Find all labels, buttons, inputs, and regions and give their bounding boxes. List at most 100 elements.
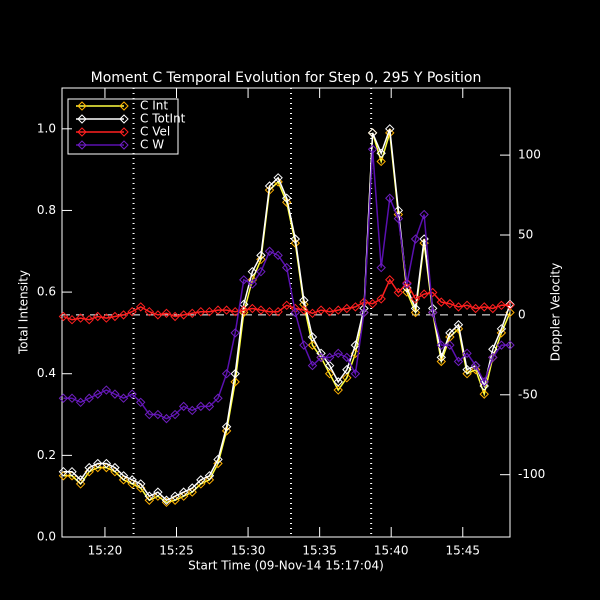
data-point [505, 340, 515, 350]
data-point [256, 266, 266, 277]
data-point [290, 238, 301, 248]
data-point [419, 209, 429, 220]
legend-marker [77, 127, 87, 137]
data-point [359, 307, 369, 318]
data-point [178, 310, 189, 320]
data-point [213, 458, 223, 469]
legend-marker [119, 140, 129, 150]
y2-axis-label: Doppler Velocity [549, 263, 563, 361]
data-point [118, 471, 129, 481]
data-point [221, 369, 232, 379]
y-tick-label: 0.8 [37, 203, 56, 217]
data-point [316, 305, 326, 315]
data-point [470, 303, 481, 314]
y-tick-label: 0.0 [37, 530, 56, 544]
data-point [230, 306, 240, 317]
legend-box [67, 98, 179, 155]
y2-tick-label: -50 [518, 387, 538, 401]
data-point [402, 278, 412, 288]
data-point [342, 352, 352, 363]
data-point [178, 401, 189, 412]
data-point [428, 307, 438, 318]
data-point [410, 307, 421, 318]
data-point [290, 307, 301, 318]
data-point [333, 377, 343, 387]
data-point [282, 262, 292, 273]
data-point [333, 385, 343, 395]
data-point [273, 173, 283, 183]
data-point [144, 306, 155, 317]
y-axis-label: Total Intensity [17, 270, 31, 355]
data-point [376, 156, 386, 167]
data-point [385, 124, 395, 134]
data-point [144, 409, 155, 420]
x-tick-label: 15:25 [159, 544, 194, 558]
data-point [118, 310, 129, 320]
legend-marker [77, 101, 87, 111]
data-point [110, 311, 120, 322]
data-point [196, 401, 206, 412]
data-point [488, 352, 498, 363]
series-line [63, 149, 510, 420]
data-point [307, 332, 318, 342]
data-point [221, 422, 232, 432]
data-point [67, 314, 77, 325]
data-point [118, 393, 129, 403]
y2-tick-label: 0 [518, 307, 526, 321]
legend-label: C Vel [140, 125, 170, 139]
data-point [496, 328, 507, 338]
data-point [264, 181, 275, 191]
data-point [299, 340, 309, 350]
data-point [170, 495, 180, 505]
legend-marker [119, 127, 129, 137]
data-point [342, 373, 352, 383]
data-point [75, 397, 86, 408]
data-point [178, 487, 189, 497]
data-point [161, 308, 172, 319]
data-point [496, 340, 507, 350]
data-point [496, 300, 507, 311]
data-point [239, 305, 249, 315]
data-point [428, 287, 438, 298]
data-point [479, 377, 489, 387]
data-point [93, 462, 103, 473]
data-point [385, 128, 395, 138]
y-tick-label: 0.4 [37, 366, 56, 380]
data-point [376, 148, 386, 159]
data-point [75, 313, 86, 323]
data-point [505, 300, 515, 311]
data-point [299, 299, 309, 310]
legend-label: C Int [140, 99, 168, 113]
data-point [213, 393, 223, 403]
data-point [101, 462, 112, 473]
data-point [462, 364, 472, 375]
data-point [127, 479, 137, 489]
data-point [453, 302, 464, 312]
data-point [196, 475, 206, 485]
data-point [127, 389, 137, 399]
data-point [93, 458, 103, 469]
data-point [170, 409, 180, 420]
data-point [505, 299, 515, 310]
data-point [385, 275, 395, 285]
data-point [462, 348, 472, 359]
data-point [453, 356, 464, 367]
data-point [58, 311, 69, 322]
data-point [144, 495, 155, 505]
data-point [58, 393, 69, 403]
data-point [256, 305, 266, 315]
data-point [350, 340, 361, 350]
data-point [479, 302, 489, 312]
y-tick-label: 0.6 [37, 285, 56, 299]
data-point [307, 360, 318, 371]
data-point [307, 340, 318, 350]
data-point [376, 262, 386, 273]
data-point [187, 483, 197, 493]
data-point [239, 275, 249, 285]
data-point [324, 360, 335, 371]
y-tick-label: 1.0 [37, 121, 56, 135]
data-point [282, 300, 292, 311]
data-point [367, 144, 378, 154]
data-point [178, 491, 189, 501]
